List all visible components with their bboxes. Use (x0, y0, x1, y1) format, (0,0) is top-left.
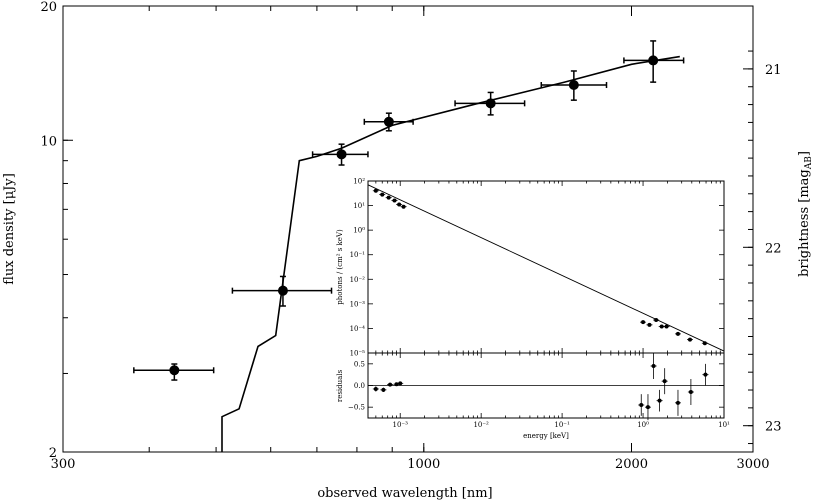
residual-point (639, 403, 644, 407)
inset-data-point (401, 204, 406, 209)
residual-point (657, 398, 662, 403)
y-tick-label: 20 (40, 0, 57, 15)
residual-point (703, 372, 708, 377)
inset-y-tick-label: 10⁰ (353, 227, 365, 235)
residual-point (394, 382, 399, 387)
x-tick-label: 2000 (615, 457, 648, 472)
residual-point (381, 387, 386, 392)
residual-point (675, 400, 680, 405)
residual-point (662, 379, 667, 384)
inset-data-point (380, 192, 385, 197)
y2-tick-label: 23 (765, 420, 782, 435)
y2-axis-label-main: brightness [mag (797, 169, 812, 277)
x-axis-label: observed wavelength [nm] (317, 486, 492, 501)
inset-y-axis-label: photons / (cm² s keV) (336, 229, 344, 305)
y2-tick-label: 21 (765, 63, 782, 78)
inset-x-tick-label: 10⁻¹ (554, 421, 570, 429)
inset-data-point (687, 337, 692, 342)
y-tick-label: 10 (40, 134, 57, 149)
residual-point (651, 364, 656, 368)
inset-data-point (664, 324, 669, 329)
y2-axis-label-close: ] (797, 151, 812, 156)
inset-y-tick-label: 10⁻² (350, 276, 366, 284)
residual-point (688, 390, 693, 394)
inset-model-line (367, 184, 725, 352)
data-point (648, 55, 659, 66)
inset-data-point (647, 322, 652, 327)
residual-point (388, 382, 393, 387)
inset-x-tick-label: 10⁻² (473, 421, 489, 429)
y-tick-label: 2 (49, 446, 57, 461)
y-axis-label: flux density [μJy] (2, 173, 17, 285)
data-point (169, 365, 180, 376)
residual-y-tick-label: 0.0 (354, 382, 365, 390)
inset-data-point (397, 202, 402, 207)
inset-data-point (373, 188, 378, 193)
data-point (383, 116, 394, 127)
y2-axis-label: brightness [magAB] (797, 151, 813, 277)
model-sed-line (221, 55, 680, 452)
data-point (277, 285, 288, 296)
residual-y-tick-label: 0.5 (354, 360, 365, 368)
inset-data-point (702, 341, 707, 346)
data-point (336, 149, 347, 160)
inset-data-point (392, 198, 397, 203)
inset-x-axis-label: energy [keV] (523, 432, 569, 440)
inset-data-point (654, 318, 659, 323)
residual-point (373, 386, 378, 391)
inset-data-point (659, 324, 664, 329)
residual-point (645, 405, 650, 410)
inset-background (362, 178, 730, 443)
inset-y-tick-label: 10² (353, 178, 365, 186)
y2-axis-label-sub: AB (804, 156, 813, 170)
data-point (568, 80, 579, 91)
x-tick-label: 1000 (407, 457, 440, 472)
inset: 10⁻³ 10⁻² 10⁻¹ 10⁰ 10¹ 10⁻⁵ 10⁻⁴ 10⁻³ 10⁻² 10⁻¹ 10… (336, 178, 730, 443)
inset-data-point (641, 320, 646, 325)
residual-y-axis-label: residuals (336, 369, 344, 402)
y2-tick-label: 22 (765, 241, 782, 256)
data-point (485, 98, 496, 109)
residual-y-tick-label: −0.5 (348, 404, 365, 412)
inset-x-tick-label: 10⁰ (637, 421, 649, 429)
x-tick-label: 300 (51, 457, 76, 472)
inset-y-tick-label: 10⁻¹ (350, 251, 366, 259)
inset-y-tick-label: 10⁻⁴ (350, 325, 366, 333)
inset-x-tick-label: 10¹ (718, 421, 730, 429)
inset-data-point (386, 195, 391, 200)
inset-data-point (675, 331, 680, 336)
inset-x-tick-label: 10⁻³ (393, 421, 409, 429)
x-tick-label: 3000 (736, 457, 769, 472)
inset-y-tick-label: 10¹ (353, 202, 365, 210)
inset-y-tick-label: 10⁻³ (350, 300, 366, 308)
inset-y-tick-label: 10⁻⁵ (350, 350, 366, 358)
residual-point (398, 381, 403, 386)
